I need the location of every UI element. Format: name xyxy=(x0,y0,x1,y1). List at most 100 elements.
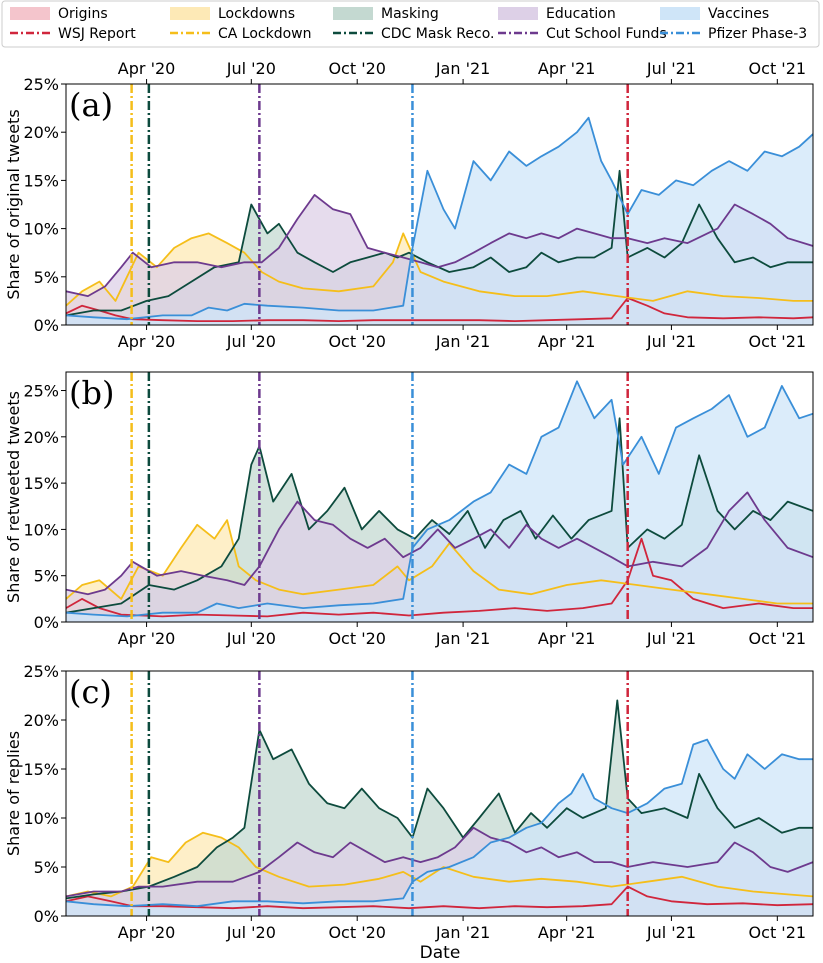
legend-item-ca-lockdown: CA Lockdown xyxy=(170,26,312,42)
series-line-masking xyxy=(66,169,813,317)
panel-c: 0% 5% 10% 15% 20% 25% Apr '20 Jul '20 Oct '20 Jan… xyxy=(4,662,814,942)
y-tick-label: 0% xyxy=(34,907,59,926)
series-line-masking xyxy=(66,699,813,900)
y-tick-label: 20% xyxy=(23,711,59,730)
legend-label-vaccines: Vaccines xyxy=(708,6,769,22)
x-tick-label-top: Apr '20 xyxy=(118,59,176,78)
x-tick-label: Jul '20 xyxy=(226,923,276,942)
plot-area xyxy=(66,84,813,325)
series-line-vaccines xyxy=(66,116,813,321)
series-line-origins xyxy=(66,297,813,322)
legend-label-education: Education xyxy=(546,6,616,22)
x-tick-label: Jul '20 xyxy=(226,629,276,648)
area-vaccines xyxy=(66,117,813,325)
legend-item-education: Education xyxy=(498,6,616,22)
y-tick-label: 10% xyxy=(23,220,59,239)
panel-label: (b) xyxy=(69,374,114,412)
legend-item-origins: Origins xyxy=(10,6,108,22)
area-vaccines xyxy=(66,381,813,622)
x-tick-label-top: Jul '21 xyxy=(646,59,696,78)
panel-a: 0% 5% 10% 15% 20% 25% Apr '20 Apr '20 Jul '20 Jul… xyxy=(4,59,814,351)
legend-item-masking: Masking xyxy=(333,6,439,22)
x-tick-label-top: Oct '20 xyxy=(328,59,386,78)
legend-swatch-vaccines xyxy=(660,7,700,20)
plot-area xyxy=(66,671,813,916)
x-tick-label-top: Jan '21 xyxy=(435,59,491,78)
series-line-origins xyxy=(66,885,813,910)
legend-item-pfizer-phase-3: Pfizer Phase-3 xyxy=(660,26,807,42)
legend-label-pfizer-phase-3: Pfizer Phase-3 xyxy=(708,26,807,42)
y-tick-label: 10% xyxy=(23,809,59,828)
x-tick-label: Jan '21 xyxy=(435,629,491,648)
legend-item-cdc-mask-reco: CDC Mask Reco. xyxy=(333,26,494,42)
x-tick-label: Apr '21 xyxy=(538,629,596,648)
y-tick-label: 0% xyxy=(34,316,59,335)
y-tick-label: 15% xyxy=(23,474,59,493)
legend-swatch-lockdowns xyxy=(170,7,210,20)
legend-label-origins: Origins xyxy=(58,6,108,22)
legend-label-wsj-report: WSJ Report xyxy=(58,26,136,42)
legend-item-wsj-report: WSJ Report xyxy=(10,26,136,42)
x-tick-label: Apr '20 xyxy=(118,923,176,942)
legend-item-lockdowns: Lockdowns xyxy=(170,6,295,22)
legend-label-masking: Masking xyxy=(381,6,439,22)
x-tick-label: Jan '21 xyxy=(435,332,491,351)
legend-label-lockdowns: Lockdowns xyxy=(218,6,295,22)
series-line-origins xyxy=(66,537,813,618)
legend-swatch-education xyxy=(498,7,538,20)
series-line-lockdowns xyxy=(66,232,813,307)
y-tick-label: 10% xyxy=(23,520,59,539)
series-line-vaccines xyxy=(66,380,813,618)
x-tick-label: Oct '21 xyxy=(749,332,807,351)
panels: 0% 5% 10% 15% 20% 25% Apr '20 Apr '20 Jul '20 Jul… xyxy=(4,59,814,942)
y-tick-label: 20% xyxy=(23,428,59,447)
x-axis-label: Date xyxy=(420,943,461,963)
y-axis-label: Share of retweeted tweets xyxy=(4,391,23,603)
series-line-education xyxy=(66,491,813,596)
series-line-masking xyxy=(66,417,813,614)
x-tick-label: Jul '21 xyxy=(646,923,696,942)
y-axis-label: Share of replies xyxy=(4,731,23,856)
x-tick-label: Apr '21 xyxy=(538,923,596,942)
panel-b: 0% 5% 10% 15% 20% 25% Apr '20 Jul '20 Oct '20 Jan… xyxy=(4,371,814,648)
plot-area xyxy=(66,372,813,622)
legend-label-cut-school-funds: Cut School Funds xyxy=(546,26,667,42)
y-tick-label: 15% xyxy=(23,760,59,779)
y-tick-label: 5% xyxy=(34,268,59,287)
y-tick-label: 25% xyxy=(23,662,59,681)
series-line-education xyxy=(66,194,813,297)
y-tick-label: 15% xyxy=(23,171,59,190)
legend-label-cdc-mask-reco: CDC Mask Reco. xyxy=(381,26,494,42)
x-tick-label: Jul '21 xyxy=(646,629,696,648)
legend-label-ca-lockdown: CA Lockdown xyxy=(218,26,312,42)
axes-frame xyxy=(65,670,814,917)
panel-label: (a) xyxy=(69,86,113,124)
x-tick-label-top: Oct '21 xyxy=(749,59,807,78)
x-tick-label: Oct '20 xyxy=(328,923,386,942)
x-tick-label-top: Apr '21 xyxy=(538,59,596,78)
x-tick-label-top: Jul '20 xyxy=(226,59,276,78)
legend-swatch-masking xyxy=(333,7,373,20)
y-axis-label: Share of original tweets xyxy=(4,109,23,299)
series-line-education xyxy=(66,826,813,898)
x-tick-label: Oct '21 xyxy=(749,629,807,648)
y-tick-label: 0% xyxy=(34,613,59,632)
legend-swatch-origins xyxy=(10,7,50,20)
y-tick-label: 25% xyxy=(23,382,59,401)
x-tick-label: Apr '20 xyxy=(118,332,176,351)
series-line-vaccines xyxy=(66,738,813,908)
x-tick-label: Oct '20 xyxy=(328,629,386,648)
x-tick-label: Jul '21 xyxy=(646,332,696,351)
series-line-lockdowns xyxy=(66,831,813,898)
x-tick-label: Oct '20 xyxy=(328,332,386,351)
panel-label: (c) xyxy=(69,673,112,711)
area-vaccines xyxy=(66,739,813,916)
y-tick-label: 20% xyxy=(23,123,59,142)
x-tick-label: Jan '21 xyxy=(435,923,491,942)
y-tick-label: 25% xyxy=(23,75,59,94)
legend: Origins Lockdowns Masking Education Vaccines… xyxy=(1,0,820,48)
legend-item-cut-school-funds: Cut School Funds xyxy=(498,26,667,42)
x-tick-label: Oct '21 xyxy=(749,923,807,942)
legend-item-vaccines: Vaccines xyxy=(660,6,769,22)
